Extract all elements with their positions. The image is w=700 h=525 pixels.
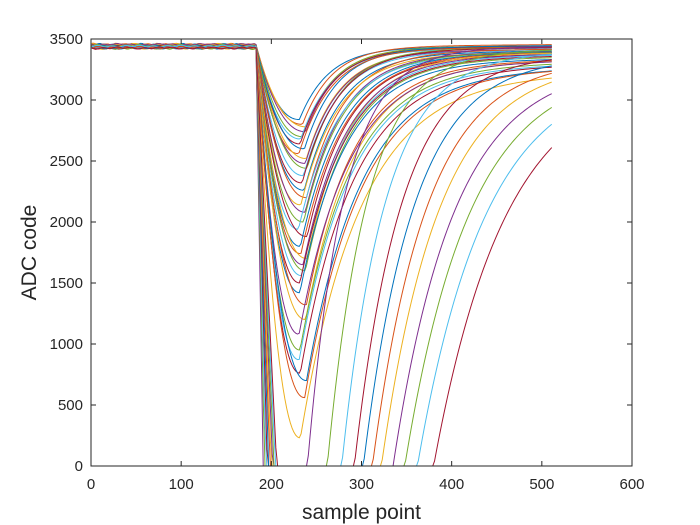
x-tick-label: 500 (529, 476, 554, 493)
y-axis-label: ADC code (18, 205, 41, 301)
x-axis-label: sample point (302, 501, 421, 524)
y-tick-label: 500 (58, 397, 83, 414)
x-tick-label: 300 (349, 476, 374, 493)
x-tick-label: 600 (619, 476, 644, 493)
x-tick-label: 100 (169, 476, 194, 493)
x-tick-label: 0 (87, 476, 95, 493)
x-tick-label: 200 (259, 476, 284, 493)
y-tick-label: 0 (75, 458, 83, 475)
tick-layer: 0 100 200 300 400 500 600 0 500 1000 1500 2000 2500 3… (50, 31, 645, 493)
y-tick-label: 1500 (50, 275, 83, 292)
y-tick-label: 3500 (50, 31, 83, 48)
x-tick-label: 400 (439, 476, 464, 493)
y-tick-label: 3000 (50, 92, 83, 109)
y-tick-label: 1000 (50, 336, 83, 353)
y-tick-label: 2500 (50, 153, 83, 170)
y-tick-label: 2000 (50, 214, 83, 231)
